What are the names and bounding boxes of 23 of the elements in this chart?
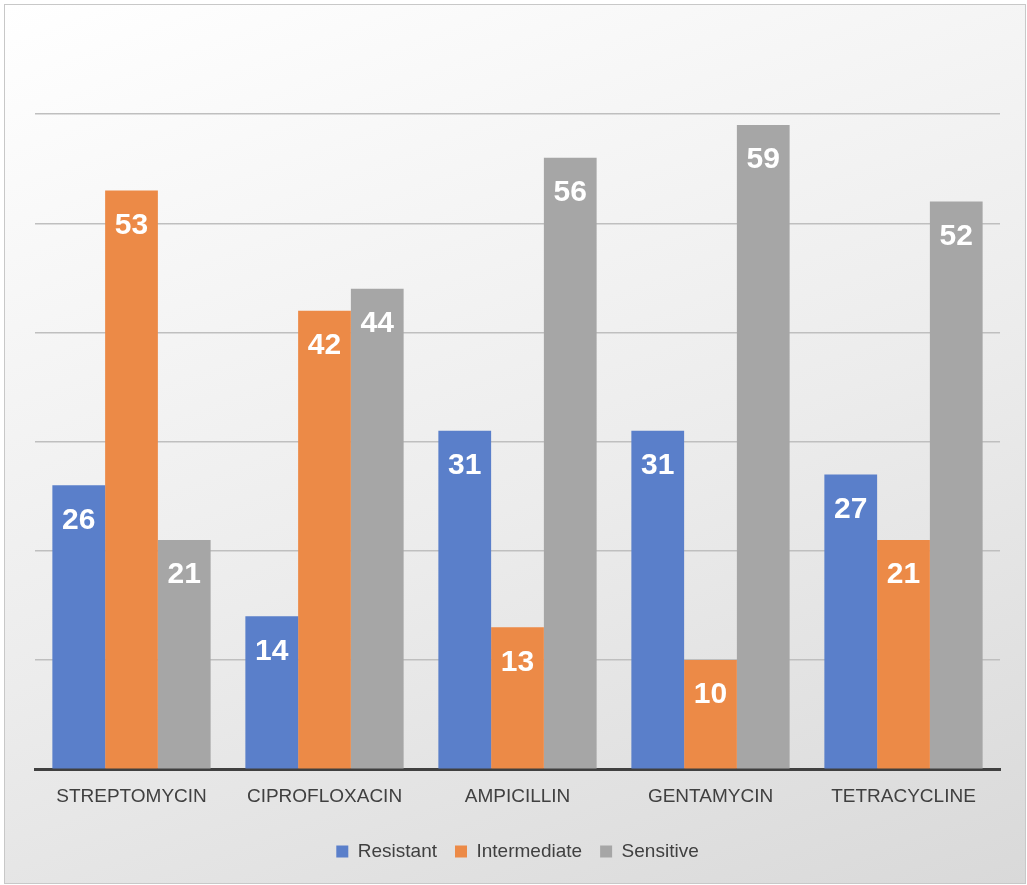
data-label: 13	[500, 643, 535, 677]
legend-label: Intermediate	[476, 839, 583, 861]
x-tick-label: STREPTOMYCIN	[56, 784, 207, 806]
x-tick-label: CIPROFLOXACIN	[246, 784, 403, 806]
data-label: 53	[114, 206, 149, 240]
x-tick-label: TETRACYCLINE	[831, 784, 976, 806]
data-label: 42	[307, 326, 342, 360]
data-label: 26	[62, 501, 96, 535]
legend-label: Resistant	[357, 839, 438, 861]
data-label: 27	[834, 490, 868, 524]
x-tick-label: GENTAMYCIN	[647, 784, 774, 806]
data-label: 21	[886, 556, 921, 590]
data-label: 31	[448, 447, 482, 481]
data-label: 14	[255, 632, 289, 666]
data-label: 59	[746, 141, 780, 175]
data-label: 52	[939, 217, 973, 251]
data-label: 44	[360, 305, 395, 339]
legend-label: Sensitive	[621, 839, 699, 861]
data-label: 21	[167, 556, 201, 590]
data-label: 31	[641, 447, 675, 481]
x-tick-label: AMPICILLIN	[464, 784, 571, 806]
data-label: 56	[553, 174, 587, 208]
data-label: 10	[693, 676, 728, 710]
